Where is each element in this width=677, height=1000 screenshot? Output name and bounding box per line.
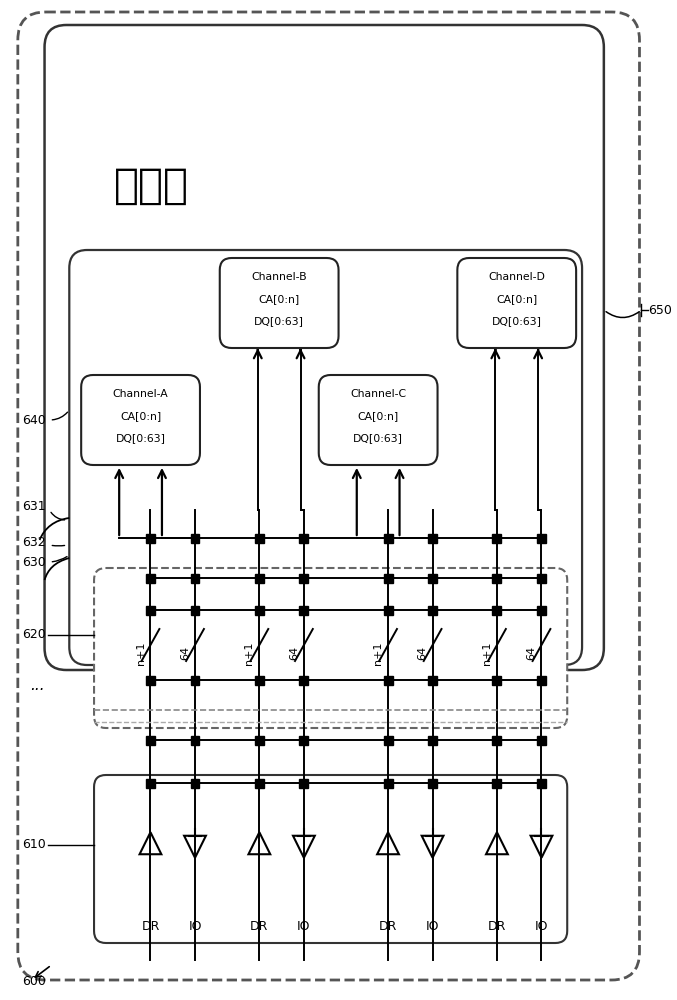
Bar (146, 676, 155, 684)
Bar (384, 778, 393, 788)
Bar (492, 676, 502, 684)
Bar (428, 534, 437, 542)
Bar (384, 574, 393, 582)
Text: CA[0:n]: CA[0:n] (259, 294, 300, 304)
Text: 640: 640 (22, 414, 45, 426)
Text: ...: ... (30, 678, 45, 692)
Text: DQ[0:63]: DQ[0:63] (353, 433, 403, 443)
Bar (146, 574, 155, 582)
Text: 插座板: 插座板 (114, 165, 189, 207)
Bar (428, 574, 437, 582)
Text: DR: DR (250, 920, 269, 933)
Text: DQ[0:63]: DQ[0:63] (492, 316, 542, 326)
Bar (190, 605, 200, 614)
Bar (492, 534, 502, 542)
Bar (299, 605, 308, 614)
Text: IO: IO (297, 920, 311, 933)
Bar (255, 605, 264, 614)
Text: DR: DR (379, 920, 397, 933)
Text: 64: 64 (527, 646, 537, 660)
Bar (190, 574, 200, 582)
Text: DQ[0:63]: DQ[0:63] (116, 433, 166, 443)
FancyBboxPatch shape (81, 375, 200, 465)
Bar (537, 676, 546, 684)
Bar (255, 676, 264, 684)
Bar (428, 778, 437, 788)
Bar (428, 605, 437, 614)
Bar (146, 778, 155, 788)
Bar (492, 574, 502, 582)
Text: CA[0:n]: CA[0:n] (496, 294, 538, 304)
FancyBboxPatch shape (319, 375, 437, 465)
Bar (537, 778, 546, 788)
Bar (146, 534, 155, 542)
Text: 620: 620 (22, 629, 45, 642)
Bar (190, 676, 200, 684)
Text: 600: 600 (22, 975, 45, 988)
Bar (537, 605, 546, 614)
Bar (537, 736, 546, 744)
Text: CA[0:n]: CA[0:n] (357, 411, 399, 421)
Bar (299, 574, 308, 582)
Text: 610: 610 (22, 838, 45, 852)
Text: 631: 631 (22, 500, 45, 514)
Bar (428, 736, 437, 744)
Bar (537, 574, 546, 582)
Text: n+1: n+1 (135, 641, 146, 665)
Bar (255, 574, 264, 582)
Text: DQ[0:63]: DQ[0:63] (254, 316, 304, 326)
Text: CA[0:n]: CA[0:n] (120, 411, 161, 421)
FancyBboxPatch shape (69, 250, 582, 665)
Text: IO: IO (188, 920, 202, 933)
Text: 630: 630 (22, 556, 45, 568)
Text: Channel-D: Channel-D (488, 272, 545, 282)
FancyBboxPatch shape (458, 258, 576, 348)
FancyBboxPatch shape (220, 258, 338, 348)
Text: 650: 650 (649, 304, 672, 316)
Bar (492, 778, 502, 788)
Bar (146, 605, 155, 614)
Bar (492, 605, 502, 614)
Bar (190, 736, 200, 744)
Text: 64: 64 (418, 646, 428, 660)
Text: 632: 632 (22, 536, 45, 548)
Text: IO: IO (426, 920, 439, 933)
Bar (384, 534, 393, 542)
Bar (428, 676, 437, 684)
Text: Channel-C: Channel-C (350, 389, 406, 399)
Bar (299, 778, 308, 788)
Text: Channel-B: Channel-B (251, 272, 307, 282)
Bar (492, 736, 502, 744)
Text: n+1: n+1 (244, 641, 255, 665)
Text: Channel-A: Channel-A (112, 389, 169, 399)
Bar (299, 676, 308, 684)
Text: DR: DR (141, 920, 160, 933)
FancyBboxPatch shape (94, 568, 567, 728)
FancyBboxPatch shape (18, 12, 640, 980)
Bar (190, 778, 200, 788)
Bar (255, 736, 264, 744)
Bar (255, 534, 264, 542)
Bar (190, 534, 200, 542)
FancyBboxPatch shape (45, 25, 604, 670)
Bar (384, 676, 393, 684)
Bar (384, 605, 393, 614)
Text: n+1: n+1 (482, 641, 492, 665)
Bar (146, 736, 155, 744)
FancyBboxPatch shape (94, 775, 567, 943)
Text: n+1: n+1 (373, 641, 383, 665)
Text: IO: IO (535, 920, 548, 933)
Bar (255, 778, 264, 788)
Bar (299, 736, 308, 744)
Text: DR: DR (487, 920, 506, 933)
Text: 64: 64 (289, 646, 299, 660)
Bar (299, 534, 308, 542)
Bar (537, 534, 546, 542)
Bar (384, 736, 393, 744)
Text: 64: 64 (180, 646, 190, 660)
